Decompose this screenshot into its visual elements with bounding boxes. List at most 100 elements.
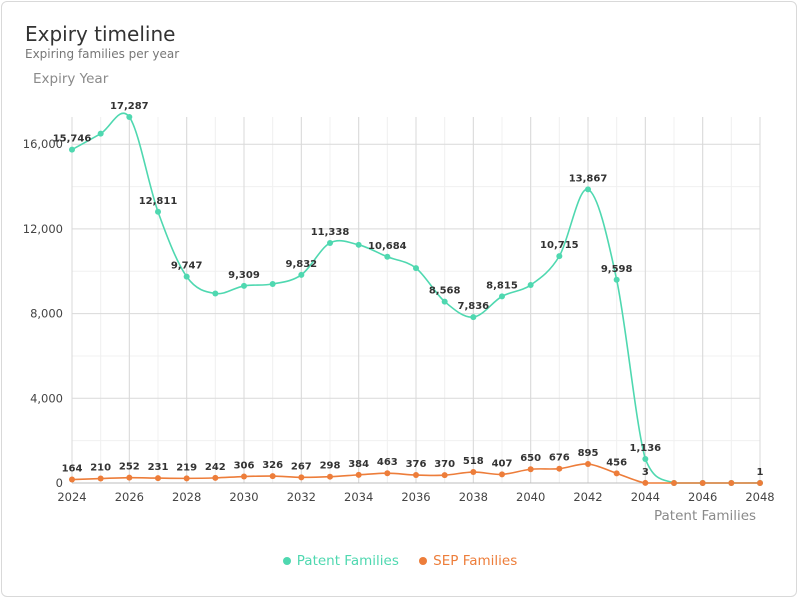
data-label-sep: 463 [377, 457, 398, 468]
series-line-patent [71, 112, 761, 484]
data-label-sep: 376 [406, 459, 427, 470]
data-point-patent [527, 282, 534, 289]
data-label-sep: 252 [119, 462, 140, 473]
x-tick-label: 2038 [459, 490, 488, 504]
x-tick-label: 2032 [287, 490, 316, 504]
data-point-patent [241, 282, 247, 289]
data-point-patent [642, 455, 649, 462]
data-label-sep: 210 [90, 463, 111, 474]
data-point-sep [441, 472, 448, 479]
data-point-patent [298, 271, 305, 278]
data-label-sep: 518 [463, 456, 484, 467]
data-point-patent [155, 208, 161, 215]
data-label-sep: 384 [348, 459, 369, 470]
data-label-patent: 8,568 [429, 286, 461, 297]
x-tick-label: 2046 [688, 490, 717, 504]
data-label-patent: 10,715 [540, 240, 579, 251]
data-point-sep [298, 474, 305, 481]
data-point-sep [155, 475, 161, 482]
data-point-patent [499, 293, 505, 300]
data-point-sep [757, 480, 763, 486]
data-point-sep [470, 469, 477, 476]
data-point-sep [183, 475, 190, 482]
data-point-sep [69, 476, 75, 483]
y-axis-label: Expiry Year [33, 71, 109, 87]
data-label-patent: 11,338 [311, 227, 350, 238]
data-label-patent: 12,811 [139, 196, 178, 207]
data-point-sep [556, 465, 563, 472]
data-point-sep [97, 475, 104, 482]
legend-sep-label: SEP Families [433, 553, 518, 569]
x-tick-label: 2044 [631, 490, 660, 504]
data-point-sep [212, 474, 219, 481]
data-point-sep [269, 473, 276, 480]
data-point-patent [269, 280, 276, 287]
data-point-sep [126, 474, 133, 481]
data-point-patent [212, 290, 219, 297]
legend-item-sep[interactable]: SEP Families [419, 553, 517, 569]
data-label-sep: 3 [642, 467, 649, 478]
data-point-patent [556, 253, 563, 260]
data-point-sep [413, 472, 419, 479]
data-point-sep [384, 470, 391, 477]
data-point-patent [126, 114, 133, 120]
x-axis-label: Patent Families [654, 508, 757, 524]
legend-item-patent[interactable]: Patent Families [282, 553, 399, 569]
data-label-sep: 164 [62, 464, 83, 475]
data-label-sep: 650 [520, 453, 541, 464]
y-tick-label: 0 [56, 476, 63, 490]
data-label-sep: 231 [148, 462, 169, 473]
data-label-patent: 17,287 [110, 101, 149, 112]
data-point-sep [241, 473, 247, 480]
data-point-patent [470, 314, 477, 321]
data-point-sep [585, 461, 591, 468]
data-label-sep: 242 [205, 462, 226, 473]
data-label-sep: 370 [434, 459, 455, 470]
data-point-sep [499, 471, 505, 478]
legend-patent-label: Patent Families [296, 553, 399, 569]
data-point-sep [327, 473, 333, 480]
data-label-patent: 1 [757, 467, 764, 478]
data-label-patent: 15,746 [53, 134, 92, 145]
chart-title: Expiry timeline [25, 22, 176, 46]
x-tick-label: 2028 [172, 490, 201, 504]
data-label-patent: 9,598 [601, 264, 633, 275]
y-tick-label: 16,000 [23, 137, 63, 151]
data-label-sep: 407 [492, 458, 513, 469]
data-label-patent: 9,747 [171, 261, 203, 272]
data-label-patent: 13,867 [569, 173, 608, 184]
data-label-patent: 10,684 [368, 241, 407, 252]
data-point-patent [585, 186, 591, 193]
x-tick-label: 2036 [401, 490, 430, 504]
x-tick-label: 2040 [516, 490, 545, 504]
data-point-patent [69, 146, 75, 153]
data-label-patent: 7,836 [458, 301, 490, 312]
data-point-sep [728, 480, 735, 486]
data-label-patent: 9,832 [286, 259, 318, 270]
data-label-sep: 306 [234, 461, 255, 472]
data-label-patent: 9,309 [228, 270, 260, 281]
data-label-sep: 676 [549, 453, 570, 464]
data-label-sep: 895 [578, 448, 599, 459]
data-label-sep: 298 [320, 461, 341, 472]
legend-patent-marker-icon [282, 557, 291, 565]
x-tick-label: 2048 [745, 490, 774, 504]
data-point-sep [699, 480, 706, 486]
data-label-sep: 456 [606, 457, 627, 468]
x-tick-label: 2030 [229, 490, 258, 504]
y-tick-label: 4,000 [30, 391, 63, 405]
data-point-sep [527, 466, 534, 473]
data-label-patent: 8,815 [486, 280, 518, 291]
data-point-patent [327, 239, 333, 246]
data-label-sep: 219 [176, 462, 197, 473]
x-tick-label: 2024 [57, 490, 86, 504]
legend-sep-marker-icon [419, 557, 428, 565]
data-point-patent [413, 265, 419, 272]
data-point-patent [97, 130, 104, 137]
data-label-patent: 1,136 [630, 443, 662, 454]
data-point-sep [671, 480, 677, 486]
data-point-patent [613, 276, 620, 283]
data-point-sep [355, 471, 362, 478]
x-tick-label: 2026 [115, 490, 144, 504]
